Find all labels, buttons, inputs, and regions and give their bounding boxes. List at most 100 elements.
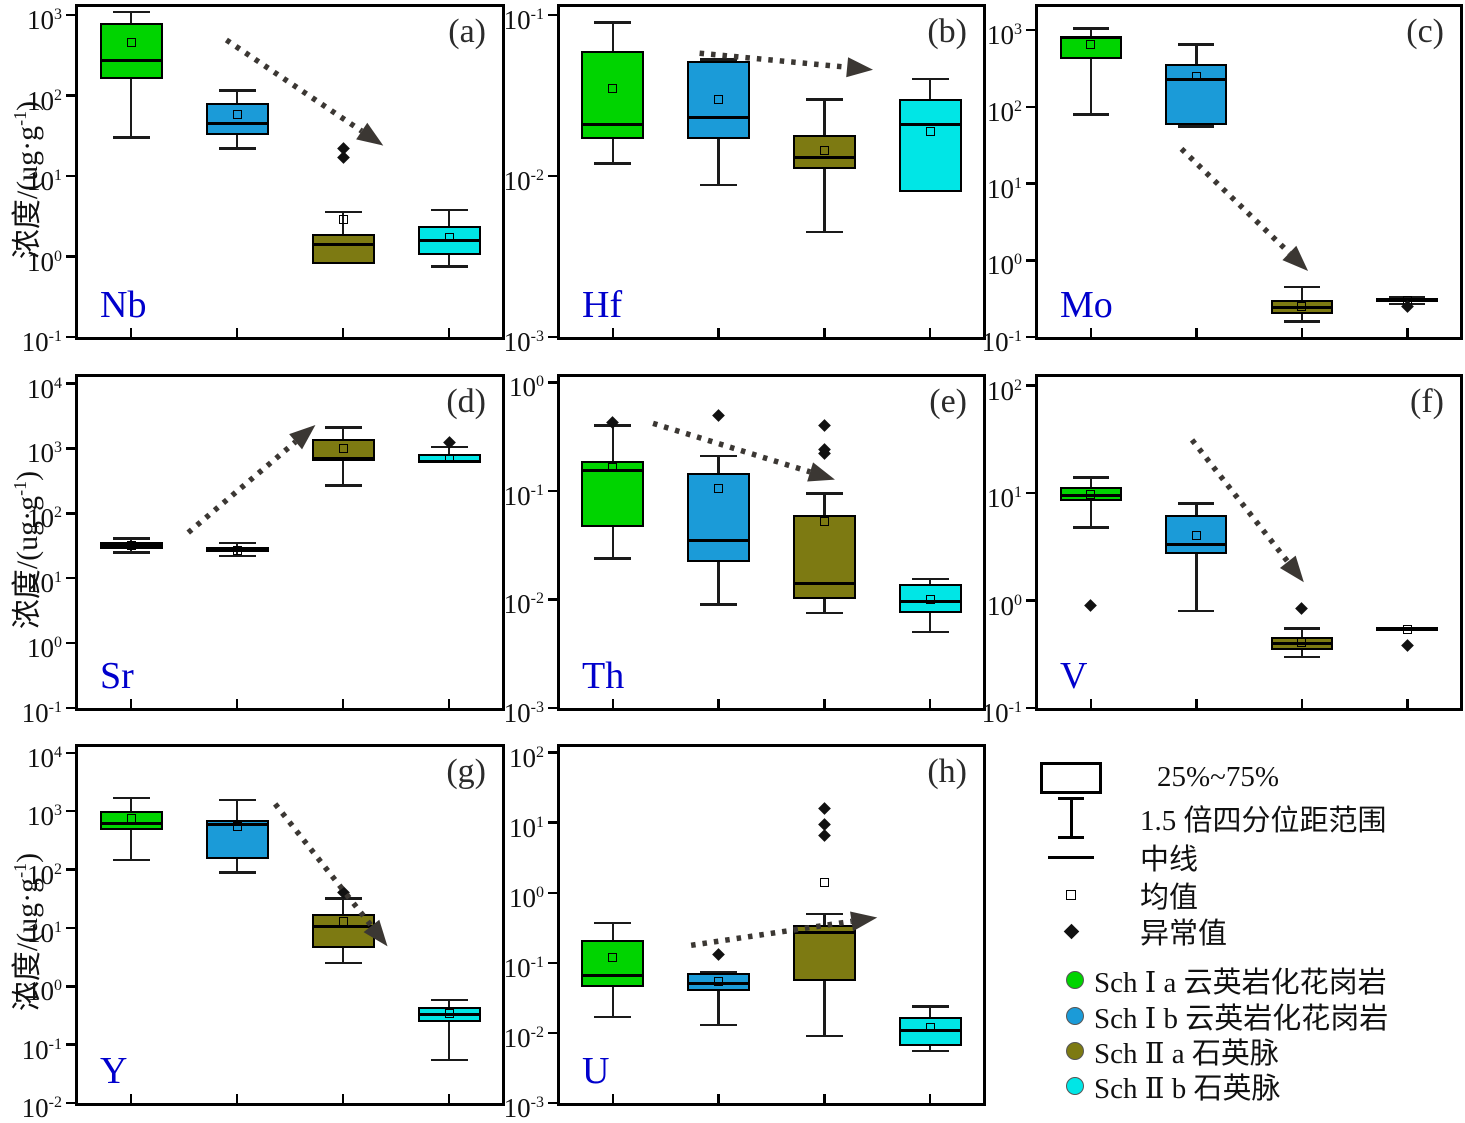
ytick-label-10e0: 100 <box>962 246 1022 279</box>
mean-marker <box>1403 625 1412 634</box>
ytick-label-10e-3: 10-3 <box>484 694 544 727</box>
legend-item-box: 25%~75% <box>1040 761 1279 794</box>
element-label: Hf <box>582 283 622 327</box>
whisker-upper <box>929 79 932 99</box>
whisker-upper <box>448 210 451 226</box>
legend-item-median: 中线 <box>1048 840 1198 874</box>
ytick-label-10e-2: 10-2 <box>484 1019 544 1052</box>
mean-marker <box>1297 638 1306 647</box>
whisker-upper <box>1090 477 1093 486</box>
ytick-label-10e1: 101 <box>484 809 544 842</box>
median-line <box>793 582 856 585</box>
mean-marker <box>714 95 723 104</box>
legend-whisker-label: 1.5 倍四分位距范围 <box>1140 797 1387 839</box>
xtick-group-2 <box>717 328 720 337</box>
element-label: V <box>1060 654 1087 698</box>
whisker-lower <box>823 981 826 1036</box>
whisker-cap-top <box>113 537 150 540</box>
panel-letter: (g) <box>446 753 486 791</box>
ytick-label-10e1: 101 <box>962 170 1022 203</box>
ytick-label-10e0: 100 <box>962 587 1022 620</box>
mean-marker <box>608 84 617 93</box>
whisker-cap-top <box>1284 627 1320 630</box>
ytick-label-10e4: 104 <box>2 370 62 403</box>
whisker-cap-bottom <box>113 136 150 139</box>
whisker-cap-bottom <box>325 962 362 965</box>
ytick-10e1 <box>548 821 557 824</box>
ytick-label-10e-1: 10-1 <box>2 323 62 356</box>
whisker-cap-top <box>806 98 843 101</box>
whisker-cap-top <box>912 78 949 81</box>
whisker-cap-bottom <box>806 231 843 234</box>
outlier-1 <box>712 409 725 422</box>
xtick-group-4 <box>1406 328 1409 337</box>
legend-item-whisker: 1.5 倍四分位距范围 <box>1056 797 1387 839</box>
ytick-label-10e1: 101 <box>962 479 1022 512</box>
whisker-upper <box>612 22 615 50</box>
xtick-group-4 <box>1406 699 1409 708</box>
xtick-group-2 <box>236 1094 239 1103</box>
ytick-label-10e-2: 10-2 <box>2 1089 62 1122</box>
ytick-10e-3 <box>548 1102 557 1105</box>
xtick-group-3 <box>823 1094 826 1103</box>
xtick-group-4 <box>929 1094 932 1103</box>
xtick-group-1 <box>612 328 615 337</box>
whisker-cap-top <box>806 492 843 495</box>
median-line <box>581 974 644 977</box>
ytick-10e3 <box>1026 29 1035 32</box>
whisker-cap-top <box>113 11 150 14</box>
median-line <box>206 122 269 125</box>
ytick-label-10e3: 103 <box>2 797 62 830</box>
ytick-label-10e-1: 10-1 <box>2 694 62 727</box>
ytick-label-10e0: 100 <box>2 243 62 276</box>
whisker-lower <box>1090 59 1093 114</box>
ytick-label-10e-1: 10-1 <box>962 323 1022 356</box>
outlier-1 <box>1295 602 1308 615</box>
panel-letter: (h) <box>927 753 967 791</box>
median-line <box>312 243 375 246</box>
outlier-1 <box>712 948 725 961</box>
ytick-label-10e1: 101 <box>2 564 62 597</box>
ytick-10e3 <box>66 447 75 450</box>
whisker-cap-top <box>219 89 256 92</box>
ytick-10e0 <box>1026 599 1035 602</box>
whisker-cap-top <box>912 578 949 581</box>
sch-1b-color-icon <box>1066 1007 1084 1025</box>
ytick-label-10e2: 102 <box>2 499 62 532</box>
whisker-cap-top <box>431 209 468 212</box>
median-line <box>899 123 962 126</box>
whisker-cap-bottom <box>594 162 631 165</box>
whisker-cap-top <box>219 542 256 545</box>
whisker-cap-bottom <box>594 1016 631 1019</box>
xtick-group-1 <box>130 328 133 337</box>
mean-marker <box>608 953 617 962</box>
mean-marker <box>1297 302 1306 311</box>
median-line-icon <box>1048 856 1094 859</box>
whisker-cap-bottom <box>700 184 737 187</box>
ytick-10e-1 <box>66 336 75 339</box>
nb-box-blue <box>206 103 269 135</box>
nb-box-green <box>100 23 163 79</box>
whisker-cap-bottom <box>806 612 843 615</box>
ytick-10e2 <box>1026 106 1035 109</box>
whisker-cap-bottom <box>1073 526 1109 529</box>
xtick-group-2 <box>1195 699 1198 708</box>
whisker-lower <box>130 79 133 138</box>
element-label: Th <box>582 654 624 698</box>
ytick-10e-2 <box>548 175 557 178</box>
xtick-group-3 <box>342 1094 345 1103</box>
panel-letter: (f) <box>1410 383 1444 421</box>
mean-marker <box>1192 531 1201 540</box>
whisker-cap-bottom <box>113 859 150 862</box>
mean-marker-icon <box>1066 890 1076 900</box>
trend-arrow <box>1038 377 1460 708</box>
mean-marker <box>127 814 136 823</box>
xtick-group-2 <box>717 699 720 708</box>
legend-item-sch-2a: Sch Ⅱ a 石英脉 <box>1066 1033 1279 1069</box>
